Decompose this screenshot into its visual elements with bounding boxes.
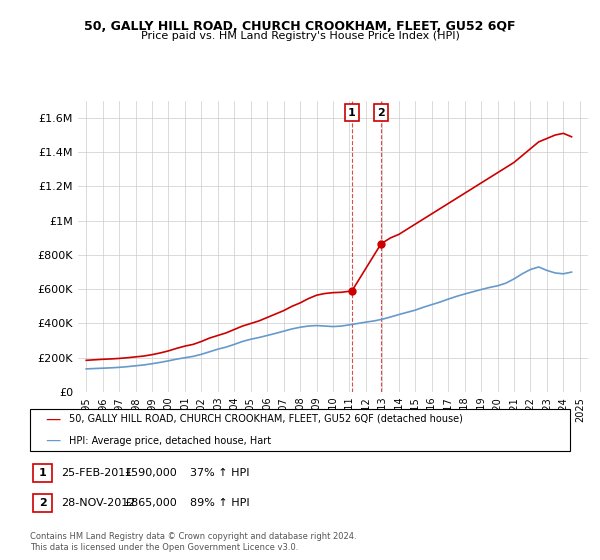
Text: 2: 2 xyxy=(377,108,385,118)
Text: HPI: Average price, detached house, Hart: HPI: Average price, detached house, Hart xyxy=(69,436,271,446)
Text: 1: 1 xyxy=(348,108,356,118)
Text: 50, GALLY HILL ROAD, CHURCH CROOKHAM, FLEET, GU52 6QF (detached house): 50, GALLY HILL ROAD, CHURCH CROOKHAM, FL… xyxy=(69,414,463,424)
Text: —: — xyxy=(45,412,60,426)
Text: 1: 1 xyxy=(39,468,46,478)
Text: Price paid vs. HM Land Registry's House Price Index (HPI): Price paid vs. HM Land Registry's House … xyxy=(140,31,460,41)
Text: £590,000: £590,000 xyxy=(124,468,177,478)
Text: £865,000: £865,000 xyxy=(124,498,177,508)
Text: 28-NOV-2012: 28-NOV-2012 xyxy=(61,498,136,508)
Text: 25-FEB-2011: 25-FEB-2011 xyxy=(61,468,133,478)
Text: 50, GALLY HILL ROAD, CHURCH CROOKHAM, FLEET, GU52 6QF: 50, GALLY HILL ROAD, CHURCH CROOKHAM, FL… xyxy=(84,20,516,32)
Text: 89% ↑ HPI: 89% ↑ HPI xyxy=(190,498,250,508)
Text: 2: 2 xyxy=(39,498,46,508)
Text: 37% ↑ HPI: 37% ↑ HPI xyxy=(190,468,250,478)
Text: —: — xyxy=(45,433,60,448)
Text: Contains HM Land Registry data © Crown copyright and database right 2024.
This d: Contains HM Land Registry data © Crown c… xyxy=(30,532,356,552)
